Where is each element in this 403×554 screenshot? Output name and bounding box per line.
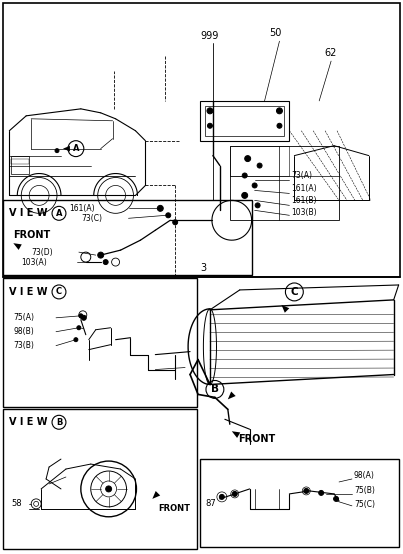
Circle shape (81, 315, 86, 320)
Polygon shape (228, 392, 236, 399)
Text: V I E W: V I E W (9, 287, 48, 297)
Text: 103(A): 103(A) (21, 258, 47, 266)
Bar (200, 459, 399, 547)
Text: 161(A): 161(A) (69, 204, 95, 213)
Text: 3: 3 (200, 263, 206, 273)
Circle shape (257, 163, 262, 168)
Circle shape (208, 124, 212, 128)
Circle shape (242, 173, 247, 178)
Bar (11, 156, 29, 173)
Circle shape (232, 491, 237, 496)
Text: A: A (73, 144, 79, 153)
Text: FRONT: FRONT (13, 230, 50, 240)
Circle shape (173, 220, 178, 225)
Text: 73(B): 73(B) (13, 341, 34, 350)
Circle shape (255, 203, 260, 208)
Text: FRONT: FRONT (238, 434, 275, 444)
Circle shape (74, 338, 78, 342)
Circle shape (304, 489, 309, 494)
Circle shape (207, 108, 213, 114)
Polygon shape (281, 305, 289, 313)
Bar (230, 146, 289, 176)
Text: 73(D): 73(D) (31, 248, 53, 257)
Circle shape (157, 206, 163, 211)
Text: FRONT: FRONT (158, 504, 190, 514)
Text: 75(A): 75(A) (13, 314, 34, 322)
Text: 62: 62 (324, 48, 337, 58)
Text: B: B (211, 384, 219, 394)
Text: 50: 50 (270, 28, 282, 38)
Text: C: C (56, 288, 62, 296)
Circle shape (276, 108, 283, 114)
Text: 999: 999 (200, 31, 218, 41)
Circle shape (242, 192, 248, 198)
Text: 73(A): 73(A) (291, 171, 312, 180)
Polygon shape (63, 146, 70, 151)
Text: 98(A): 98(A) (354, 471, 375, 480)
Text: A: A (56, 209, 62, 218)
Polygon shape (152, 491, 160, 499)
Circle shape (166, 213, 171, 218)
Text: 75(B): 75(B) (354, 486, 375, 495)
Circle shape (219, 494, 224, 499)
Bar (3, 409, 197, 548)
Bar (3, 278, 197, 407)
Circle shape (319, 490, 324, 495)
Text: 161(A): 161(A) (291, 184, 317, 193)
Polygon shape (232, 431, 240, 438)
Bar (205, 106, 285, 136)
Circle shape (79, 314, 83, 318)
Text: 75(C): 75(C) (354, 500, 375, 509)
Bar (3, 201, 251, 275)
Bar (3, 3, 400, 277)
Bar (230, 146, 339, 220)
Bar (11, 158, 29, 163)
Text: 87: 87 (205, 499, 216, 509)
Circle shape (103, 260, 108, 265)
Bar (200, 101, 289, 141)
Text: V I E W: V I E W (9, 417, 48, 427)
Circle shape (106, 486, 112, 492)
Text: 103(B): 103(B) (291, 208, 317, 217)
Polygon shape (13, 243, 22, 250)
Circle shape (334, 496, 339, 501)
Circle shape (277, 124, 282, 128)
Text: 98(B): 98(B) (13, 327, 34, 336)
Circle shape (98, 252, 104, 258)
Text: V I E W: V I E W (9, 208, 48, 218)
Circle shape (77, 326, 81, 330)
Text: 73(C): 73(C) (81, 214, 102, 223)
Text: 161(B): 161(B) (291, 196, 317, 205)
Text: C: C (291, 287, 298, 297)
Circle shape (245, 156, 251, 162)
Circle shape (252, 183, 257, 188)
Text: B: B (56, 418, 62, 427)
Circle shape (55, 148, 59, 152)
Text: 58: 58 (11, 499, 22, 509)
